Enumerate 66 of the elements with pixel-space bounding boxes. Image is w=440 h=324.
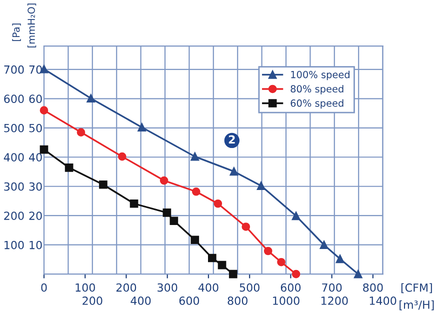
point — [86, 94, 96, 103]
point — [40, 106, 48, 115]
point — [242, 222, 250, 231]
x-tick-label: 100 — [76, 283, 95, 292]
point — [190, 236, 200, 244]
x-tick-label: 200 — [116, 283, 136, 292]
point — [190, 152, 200, 161]
x-tick-label: 300 — [158, 283, 178, 292]
x-tick-label: 500 — [240, 283, 260, 292]
y-tick-label: 500 — [4, 124, 24, 132]
y2-tick-label: 40 — [29, 153, 42, 162]
legend-label: 80% speed — [290, 84, 344, 94]
point — [160, 176, 168, 185]
point — [162, 208, 172, 217]
x2-tick-label: 1400 — [370, 296, 396, 305]
x2-axis-title: [m³/H] — [400, 300, 434, 310]
annotation: 2 — [228, 135, 235, 144]
y-tick-label: 700 — [4, 65, 24, 74]
y2-tick-label: 50 — [29, 124, 42, 132]
legend-label: 100% speed — [291, 70, 350, 80]
legend-label: 60% speed — [290, 99, 344, 109]
x-tick-label: 700 — [322, 283, 342, 292]
point — [99, 180, 108, 189]
point — [277, 258, 286, 266]
point — [230, 167, 238, 176]
point — [76, 128, 86, 136]
y-tick-label: 600 — [4, 94, 24, 104]
x2-tick-label: 400 — [130, 296, 151, 305]
point — [118, 152, 126, 161]
y2-axis-title: [mmH₂O] — [27, 4, 36, 48]
x2-tick-label: 1000 — [273, 296, 300, 305]
y2-tick-label: 30 — [29, 182, 42, 191]
point — [130, 199, 138, 208]
x2-tick-label: 1200 — [321, 296, 348, 305]
point — [64, 163, 74, 172]
x-axis-title: [CFM] — [401, 283, 432, 294]
x-tick-label: 0 — [41, 283, 47, 292]
point — [228, 270, 238, 278]
y2-tick-label: 60 — [29, 94, 42, 104]
y-tick-label: 200 — [4, 212, 24, 220]
point — [320, 240, 328, 250]
point — [138, 123, 146, 132]
point — [214, 199, 222, 208]
y-tick-label: 300 — [4, 182, 24, 191]
x-tick-label: 400 — [198, 283, 218, 292]
point — [354, 270, 362, 278]
x2-tick-label: 800 — [228, 296, 248, 305]
point — [292, 270, 300, 278]
y-axis-title: [Pa] — [12, 24, 21, 41]
y2-tick-label: 20 — [29, 212, 42, 220]
point — [192, 187, 200, 196]
y-tick-label: 400 — [4, 153, 24, 162]
point — [256, 182, 266, 190]
point — [292, 212, 300, 220]
point — [218, 260, 226, 270]
point — [336, 254, 344, 264]
x2-tick-label: 600 — [179, 296, 200, 305]
x2-tick-label: 200 — [82, 296, 102, 305]
point — [264, 246, 272, 256]
point — [208, 254, 216, 262]
point — [170, 216, 178, 226]
y2-tick-label: 10 — [30, 240, 42, 250]
x-tick-label: 800 — [363, 283, 383, 292]
point — [40, 145, 48, 154]
x-tick-label: 600 — [280, 283, 301, 292]
y-tick-label: 100 — [4, 240, 24, 250]
